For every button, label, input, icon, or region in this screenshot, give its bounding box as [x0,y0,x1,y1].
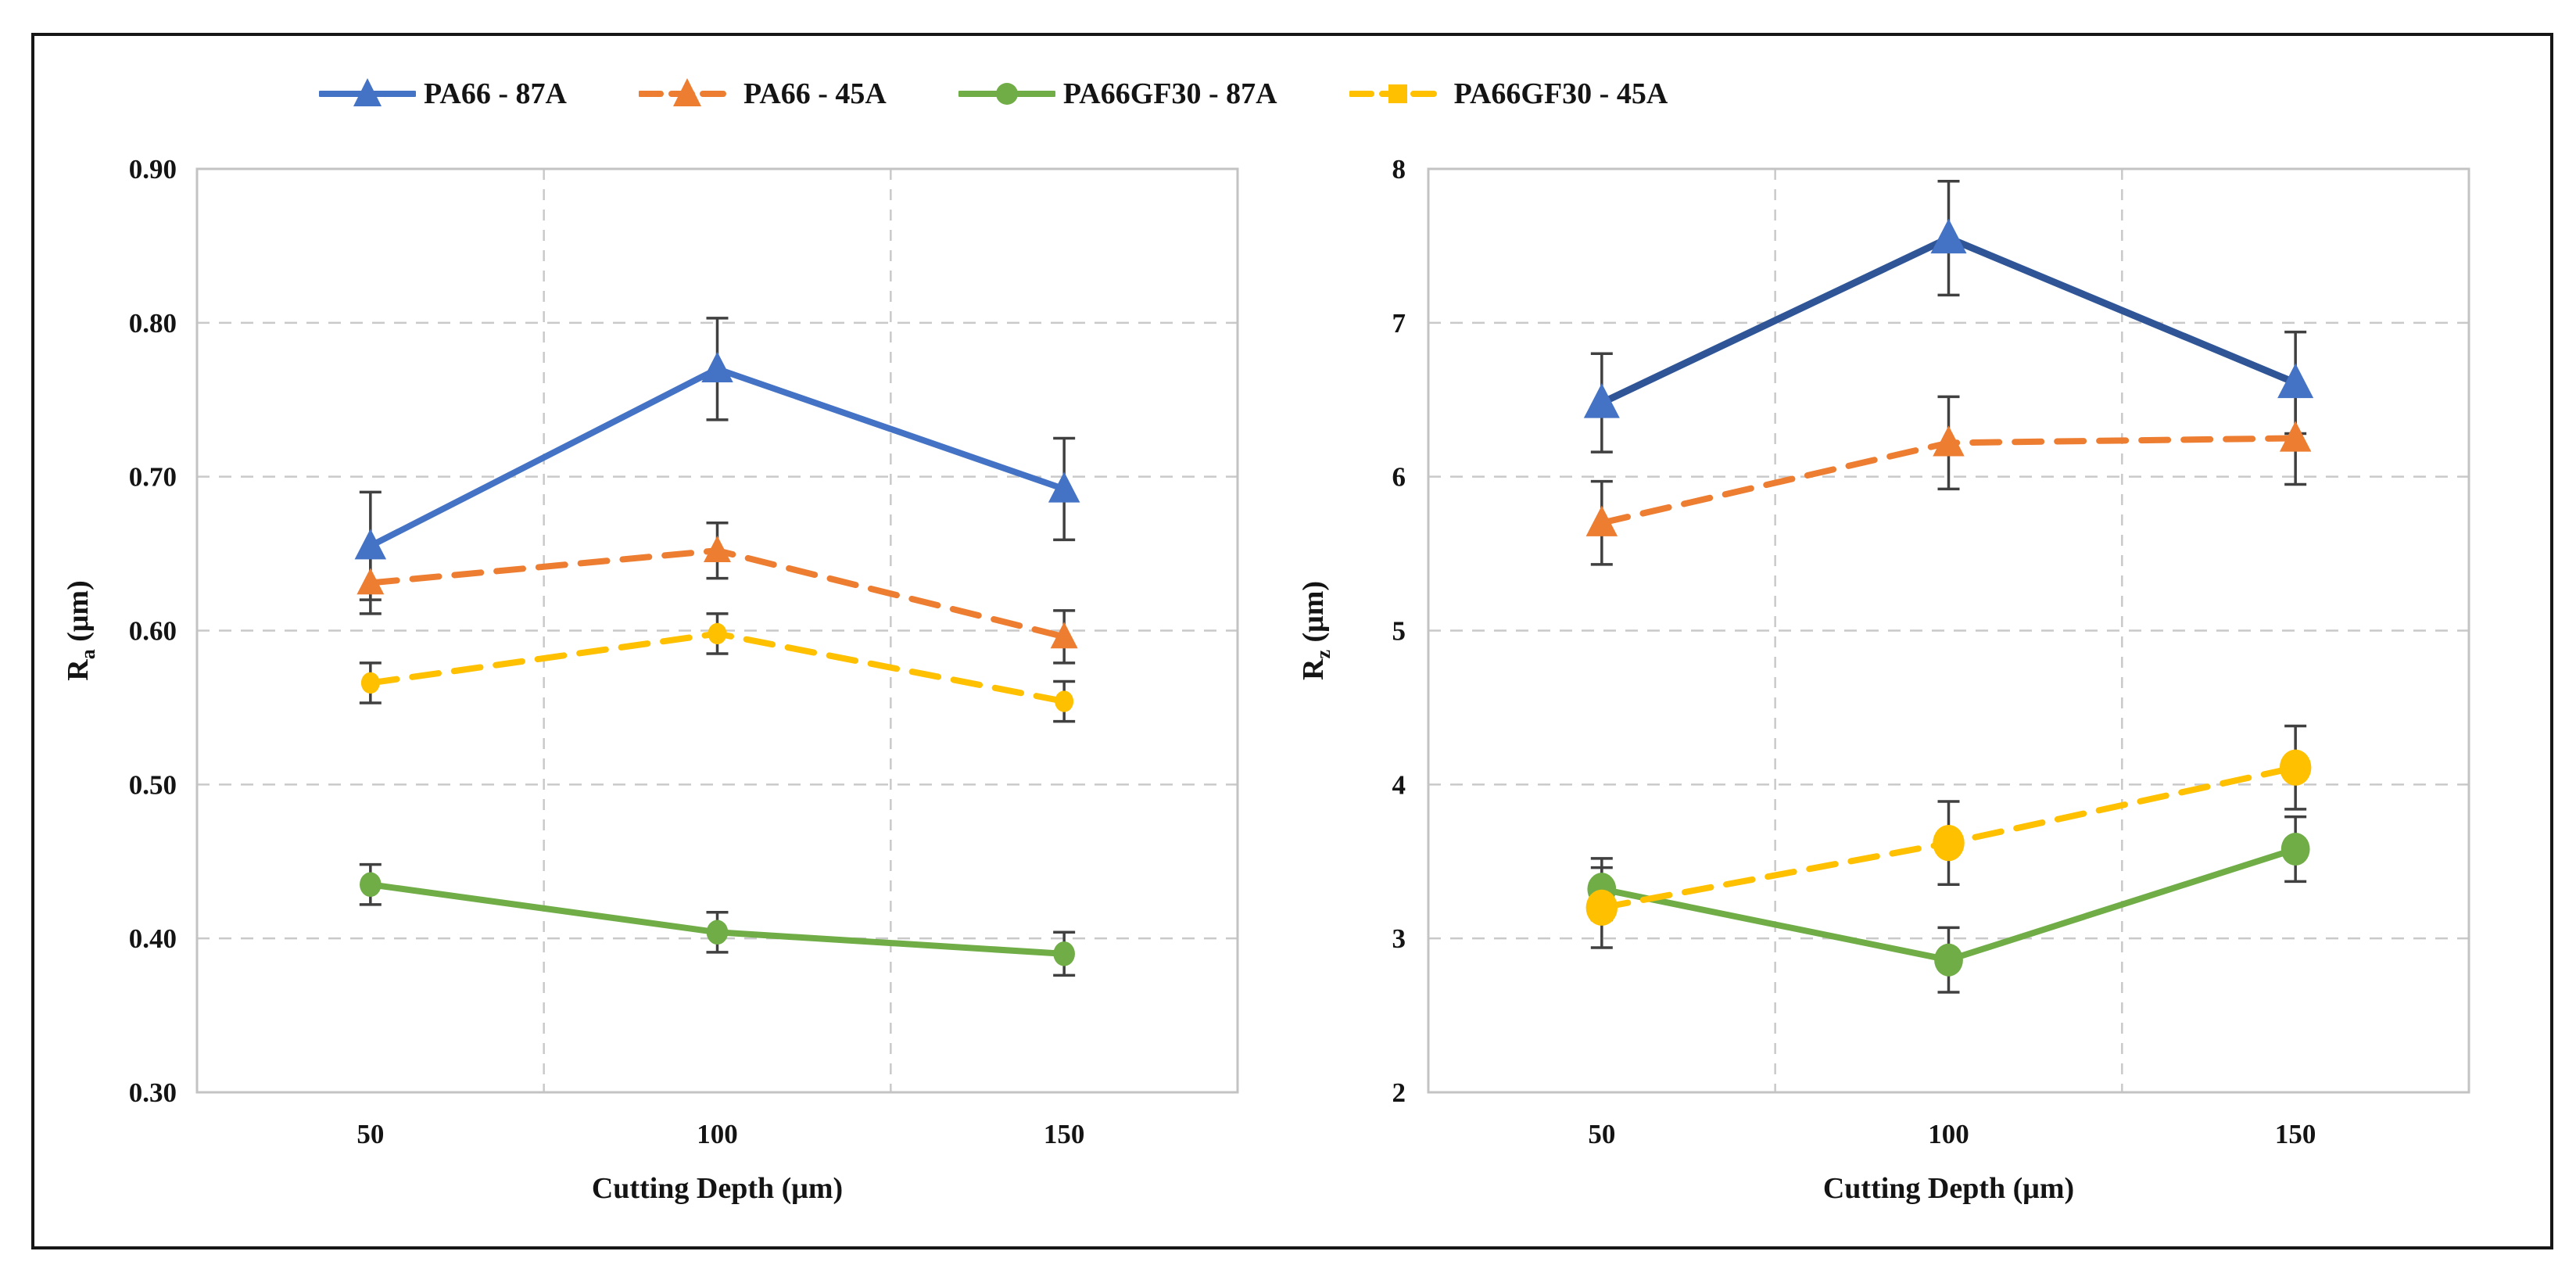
legend-item-pa66-45a: PA66 - 45A [638,75,887,113]
x-tick-label: 50 [356,1119,384,1149]
marker-PA66GF30-45A [360,672,380,694]
marker-PA66-45A [704,536,731,562]
marker-PA66GF30-45A [1933,825,1965,862]
y-tick-label: 0.60 [129,616,177,647]
marker-PA66-45A [1050,622,1078,649]
marker-PA66-87A [1048,471,1080,503]
y-tick-label: 0.70 [129,462,177,493]
legend-label: PA66GF30 - 87A [1062,77,1277,110]
y-tick-label: 0.30 [129,1077,177,1108]
y-axis-title: Ra (μm) [62,580,99,680]
legend-marker-triangle [672,78,701,106]
y-tick-label: 7 [1392,308,1406,339]
y-tick-label: 5 [1392,616,1406,647]
x-tick-label: 50 [1588,1119,1615,1149]
y-tick-label: 0.90 [129,154,177,185]
y-tick-label: 6 [1392,462,1406,493]
plot-frame [195,167,1239,1094]
marker-PA66GF30-45A [708,622,727,645]
figure-border [31,33,2553,1249]
legend-swatch-pa66-87a [319,78,416,106]
legend-marker-circle [995,83,1018,105]
legend-label: PA66GF30 - 45A [1453,77,1668,110]
legend-swatch-pa66gf30-87a [958,83,1055,105]
marker-PA66GF30-87A [706,920,729,945]
marker-PA66GF30-87A [1934,943,1963,977]
y-tick-label: 4 [1392,769,1406,800]
marker-PA66-45A [2279,421,2312,452]
legend-marker-triangle [353,78,382,106]
legend-item-pa66-87a: PA66 - 87A [319,75,567,113]
marker-PA66GF30-87A [1053,941,1075,966]
legend: PA66 - 87A PA66 - 45A PA66GF30 - 87A PA6… [319,75,1668,113]
marker-PA66-45A [1933,425,1965,457]
legend-swatch-pa66-45a [638,78,736,106]
y-axis-title: Rz (μm) [1297,581,1335,680]
x-tick-label: 150 [1044,1119,1085,1149]
x-tick-label: 100 [1928,1119,1969,1149]
legend-item-pa66gf30-87a: PA66GF30 - 87A [958,75,1277,113]
y-tick-label: 2 [1392,1077,1406,1108]
marker-PA66-45A [1585,505,1618,536]
marker-PA66-45A [356,568,385,595]
x-tick-label: 150 [2275,1119,2316,1149]
y-tick-label: 0.40 [129,923,177,954]
marker-PA66-87A [1930,218,1967,254]
marker-PA66GF30-87A [360,872,382,898]
marker-PA66GF30-45A [1585,889,1618,926]
legend-label: PA66 - 45A [743,77,887,110]
legend-marker-square [1388,84,1407,103]
plot-frame [1427,167,2470,1094]
legend-item-pa66gf30-45a: PA66GF30 - 45A [1349,75,1668,113]
x-axis-title: Cutting Depth (μm) [1823,1172,2074,1205]
y-tick-label: 0.80 [129,308,177,339]
marker-PA66GF30-87A [2280,833,2310,866]
x-tick-label: 100 [697,1119,738,1149]
marker-PA66GF30-45A [1055,690,1074,712]
y-tick-label: 0.50 [129,769,177,800]
x-axis-title: Cutting Depth (μm) [592,1172,843,1205]
y-tick-label: 8 [1392,154,1406,185]
y-tick-label: 3 [1392,923,1406,954]
legend-label: PA66 - 87A [424,77,567,110]
marker-PA66-87A [701,351,733,383]
marker-PA66-87A [354,529,387,560]
legend-swatch-pa66gf30-45a [1349,84,1446,103]
marker-PA66-87A [2277,363,2314,399]
marker-PA66-87A [1583,383,1620,418]
marker-PA66GF30-45A [2279,749,2312,786]
